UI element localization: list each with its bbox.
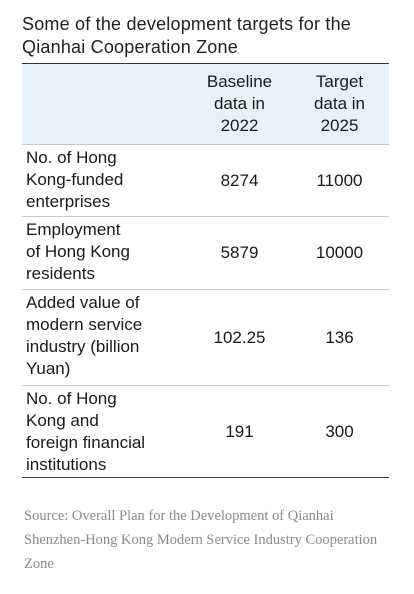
row-label-line: Yuan) (26, 359, 71, 378)
row-label-line: No. of Hong (26, 148, 117, 167)
row-label-line: Added value of (26, 293, 140, 312)
header-target-line: data in (313, 94, 366, 113)
header-baseline: Baseline data in 2022 (192, 71, 287, 137)
table-header: Baseline data in 2022 Target data in 202… (22, 64, 389, 145)
row-label-line: modern service (26, 315, 143, 334)
row-label-line: institutions (26, 455, 107, 474)
row-label-line: enterprises (26, 192, 111, 211)
row-label-line: Kong-funded (26, 170, 124, 189)
header-target-line: Target (315, 72, 364, 91)
header-baseline-line: Baseline (206, 72, 273, 91)
baseline-value: 8274 (220, 170, 259, 190)
table-row: No. of Hong Kong-funded enterprises 8274… (22, 145, 389, 217)
row-label: Employment of Hong Kong residents (26, 219, 186, 285)
baseline-value: 191 (225, 421, 254, 441)
row-label: Added value of modern service industry (… (26, 292, 186, 380)
row-label-line: No. of Hong (26, 389, 117, 408)
table-row: Added value of modern service industry (… (22, 290, 389, 386)
baseline-value: 102.25 (213, 327, 266, 347)
row-label: No. of Hong Kong and foreign financial i… (26, 388, 186, 476)
target-value: 300 (325, 421, 354, 441)
targets-table: Baseline data in 2022 Target data in 202… (22, 63, 389, 478)
target-value: 10000 (315, 243, 364, 262)
row-label-line: Kong and (26, 411, 99, 430)
header-target: Target data in 2025 (292, 71, 387, 137)
row-label-line: Employment (26, 220, 121, 239)
table-row: Employment of Hong Kong residents 5879 1… (22, 217, 389, 290)
header-baseline-line: data in (213, 94, 266, 113)
target-value: 136 (325, 327, 354, 347)
header-target-line: 2025 (320, 116, 359, 135)
row-label-line: of Hong Kong (26, 242, 130, 261)
row-label-line: foreign financial (26, 433, 146, 452)
baseline-value: 5879 (220, 243, 259, 262)
row-label-line: industry (billion (26, 337, 140, 356)
row-label: No. of Hong Kong-funded enterprises (26, 147, 186, 213)
header-baseline-line: 2022 (220, 116, 259, 135)
row-label-line: residents (26, 264, 95, 283)
target-value: 11000 (316, 170, 363, 190)
table-row: No. of Hong Kong and foreign financial i… (22, 386, 389, 478)
table-title: Some of the development targets for the … (22, 14, 351, 57)
source-note: Source: Overall Plan for the Development… (24, 508, 378, 572)
